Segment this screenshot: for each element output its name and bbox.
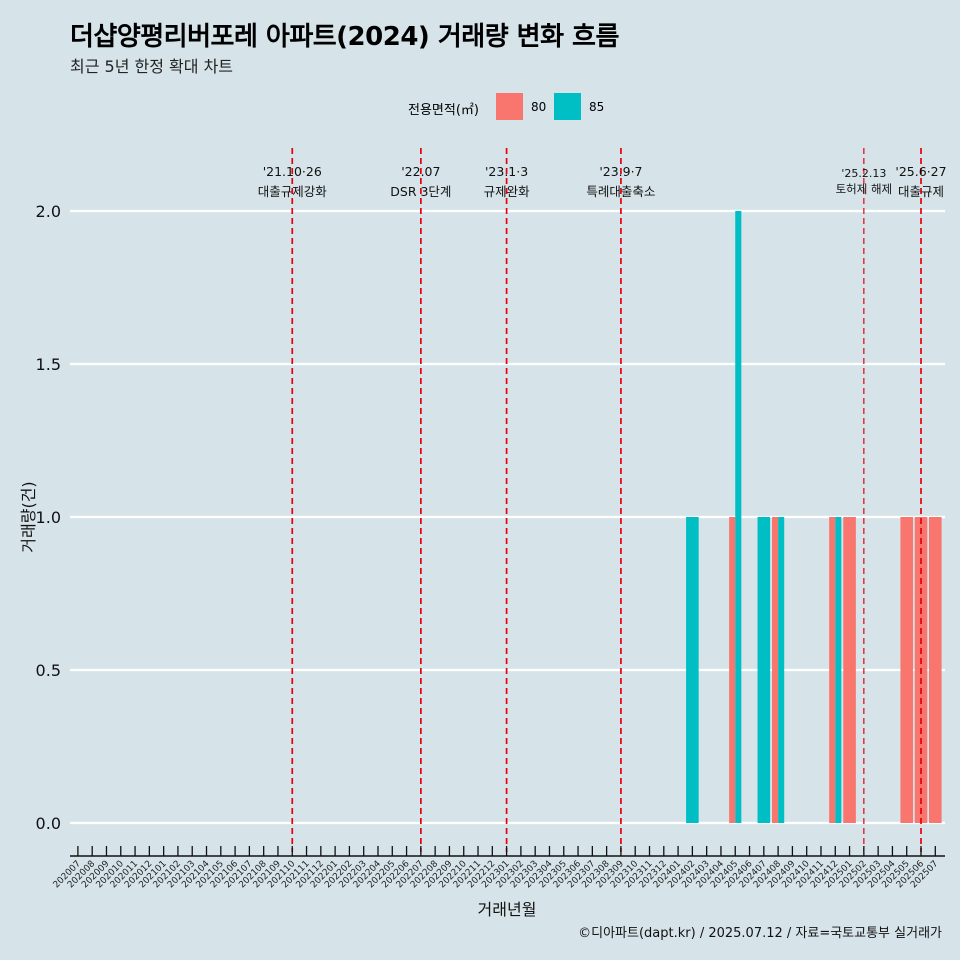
legend-swatch-80	[496, 93, 523, 120]
annotation-label-2: 규제완화	[484, 184, 531, 199]
legend-title: 전용면적(㎡)	[408, 103, 479, 118]
bar-85-202402	[686, 517, 699, 823]
bar-80-202405	[729, 517, 736, 823]
annotation-label-3: 특례대출축소	[586, 184, 655, 199]
bar-80-202412	[829, 517, 836, 823]
annotation-date-2: '23.1·3	[485, 164, 528, 179]
bar-85-202405	[735, 211, 742, 823]
bar-85-202412	[835, 517, 842, 823]
y-tick-label-2: 1.0	[36, 508, 61, 527]
annotation-date-0: '21.10·26	[263, 164, 322, 179]
annotation-date-4: '25.2.13	[841, 167, 886, 180]
legend-label-80: 80	[531, 100, 547, 114]
y-tick-label-1: 0.5	[36, 661, 61, 680]
annotation-date-1: '22.07	[401, 164, 440, 179]
annotation-label-1: DSR 3단계	[390, 184, 451, 199]
legend-swatch-85	[554, 93, 581, 120]
annotation-label-0: 대출규제강화	[258, 184, 328, 199]
y-axis-title: 거래량(건)	[19, 481, 38, 552]
bar-80-202505	[900, 517, 914, 823]
y-tick-label-3: 1.5	[36, 355, 61, 374]
annotation-label-4: 토허제 해제	[836, 182, 893, 196]
annotation-date-3: '23.9·7	[599, 164, 642, 179]
y-tick-label-4: 2.0	[36, 202, 61, 221]
bar-80-202408	[772, 517, 779, 823]
bar-85-202408	[778, 517, 785, 823]
legend-label-85: 85	[589, 100, 605, 114]
chart-title: 더샵양평리버포레 아파트(2024) 거래량 변화 흐름	[70, 22, 619, 52]
caption: ©디아파트(dapt.kr) / 2025.07.12 / 자료=국토교통부 실…	[578, 926, 942, 941]
bar-80-202501	[843, 517, 856, 823]
x-axis-title: 거래년월	[478, 900, 537, 919]
bar-80-202507	[929, 517, 942, 823]
chart-subtitle: 최근 5년 한정 확대 차트	[70, 57, 234, 76]
bar-85-202407	[757, 517, 771, 823]
legend: 전용면적(㎡) 80 85	[0, 93, 960, 121]
y-tick-label-0: 0.0	[36, 814, 61, 833]
annotation-label-5: 대출규제	[898, 184, 944, 199]
annotation-date-5: '25.6·27	[895, 164, 946, 179]
